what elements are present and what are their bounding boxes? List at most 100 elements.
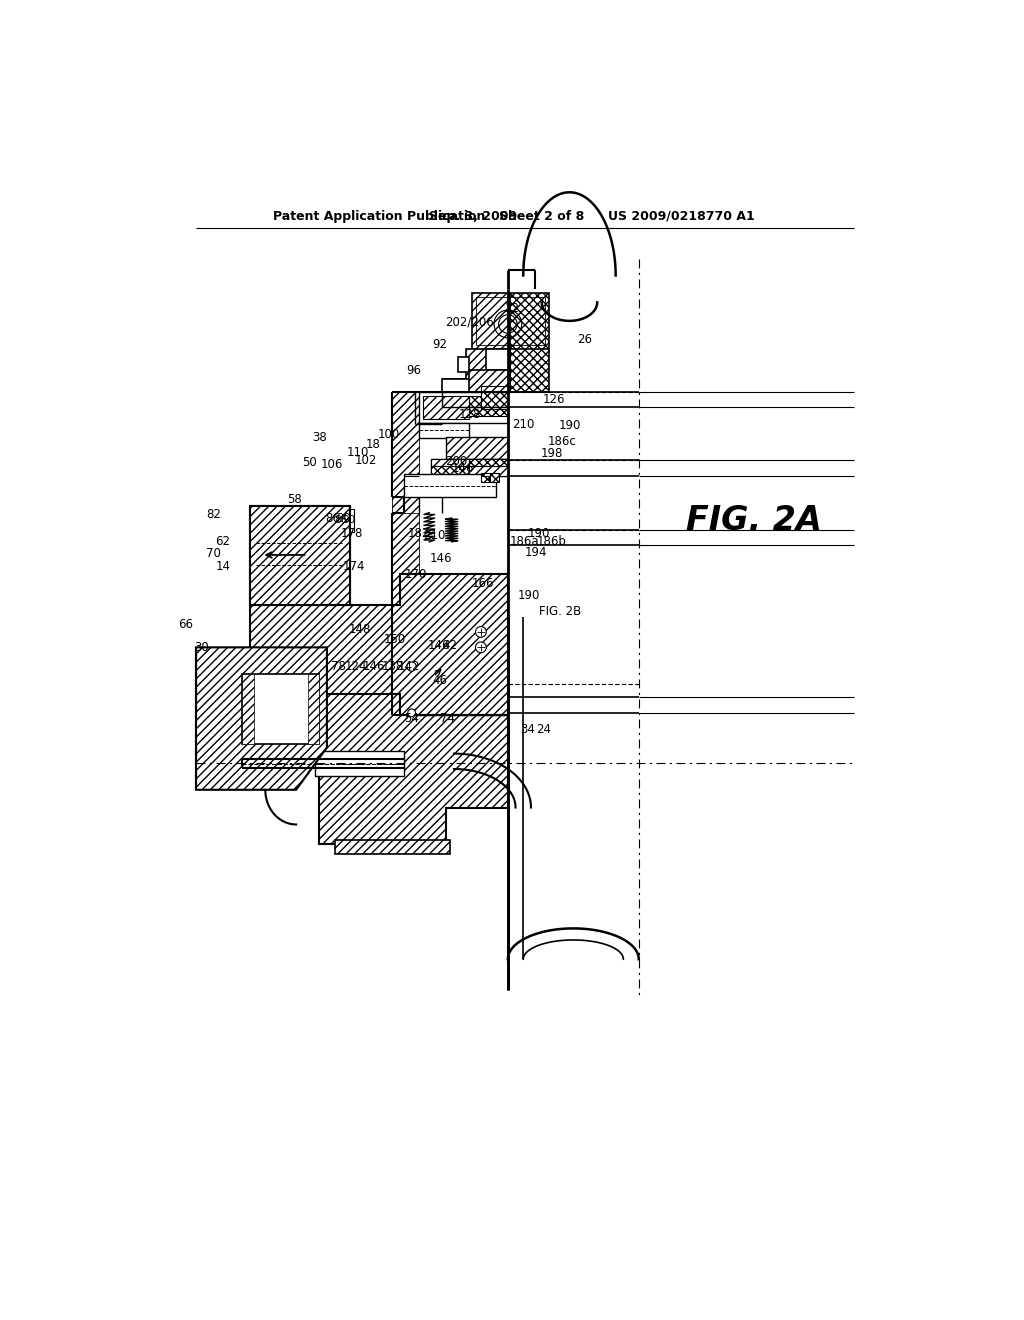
Polygon shape [250, 507, 350, 605]
Bar [431, 459, 508, 475]
Bar [481, 392, 508, 409]
Text: 86: 86 [326, 512, 341, 525]
Circle shape [408, 709, 416, 717]
Text: 210: 210 [512, 417, 535, 430]
Text: 124: 124 [345, 660, 368, 673]
Text: 174: 174 [343, 560, 366, 573]
Text: 126: 126 [543, 393, 565, 407]
Bar [475, 297, 545, 345]
Bar [431, 459, 469, 466]
Text: 146: 146 [362, 660, 385, 673]
Polygon shape [442, 350, 510, 392]
Text: 142: 142 [398, 660, 421, 673]
Text: 146: 146 [452, 462, 474, 475]
Bar [307, 675, 319, 743]
Text: 74: 74 [440, 713, 456, 726]
Bar [431, 640, 508, 656]
Bar [442, 379, 510, 392]
Text: Sheet 2 of 8: Sheet 2 of 8 [499, 210, 584, 223]
Polygon shape [319, 616, 508, 843]
Text: 30: 30 [194, 640, 209, 653]
Text: 46: 46 [432, 675, 447, 686]
Text: 78: 78 [331, 660, 346, 673]
Polygon shape [392, 512, 419, 715]
Bar [335, 840, 451, 854]
Text: 138: 138 [381, 660, 403, 673]
Text: Patent Application Publication: Patent Application Publication [273, 210, 485, 223]
Circle shape [407, 663, 416, 672]
Text: 82: 82 [206, 508, 221, 520]
Text: 190: 190 [558, 418, 581, 432]
Text: 128: 128 [458, 408, 480, 421]
Text: 22: 22 [504, 302, 519, 315]
Text: 34: 34 [519, 723, 535, 737]
Text: 26: 26 [578, 333, 592, 346]
Text: 186b: 186b [537, 536, 566, 548]
Bar [510, 293, 549, 351]
Bar [315, 751, 403, 776]
Text: 110: 110 [346, 446, 369, 459]
Text: 90: 90 [342, 515, 355, 525]
Text: 170: 170 [404, 568, 427, 581]
Text: 182: 182 [409, 527, 430, 540]
Text: 100: 100 [378, 428, 399, 441]
Polygon shape [250, 574, 508, 743]
Polygon shape [392, 392, 419, 512]
Circle shape [475, 642, 486, 653]
Text: 166: 166 [472, 577, 495, 590]
Text: 202/206: 202/206 [445, 315, 494, 329]
Text: 62: 62 [215, 536, 230, 548]
Bar [490, 473, 500, 482]
Text: 210: 210 [423, 529, 445, 543]
Bar [481, 473, 490, 482]
Bar [469, 370, 510, 392]
Bar [243, 675, 254, 743]
Bar [481, 684, 508, 701]
Bar [472, 293, 510, 351]
Text: 150: 150 [384, 634, 406, 647]
Text: 200: 200 [445, 454, 467, 467]
Text: 146: 146 [430, 552, 453, 565]
Text: 42: 42 [442, 639, 458, 652]
Text: 86: 86 [335, 515, 348, 525]
Bar [481, 678, 508, 686]
Bar [256, 515, 342, 598]
Text: 92: 92 [432, 338, 447, 351]
Bar [419, 684, 508, 715]
Bar [403, 474, 497, 498]
Text: 50: 50 [302, 455, 316, 469]
Bar [469, 640, 508, 647]
Bar [469, 396, 508, 407]
Bar [469, 686, 508, 697]
Bar [469, 466, 508, 475]
Text: 190: 190 [517, 589, 540, 602]
Bar [469, 697, 508, 706]
Text: 148: 148 [349, 623, 372, 636]
Circle shape [475, 627, 486, 638]
Text: 24: 24 [537, 723, 552, 737]
Bar [446, 437, 508, 459]
Text: 54: 54 [404, 713, 419, 726]
Bar [392, 392, 419, 715]
Polygon shape [196, 647, 327, 789]
Text: 70: 70 [206, 546, 220, 560]
Bar [481, 385, 508, 393]
Bar [250, 507, 350, 605]
Text: 106: 106 [321, 458, 343, 471]
Bar [419, 422, 469, 438]
Text: Sep. 3, 2009: Sep. 3, 2009 [429, 210, 517, 223]
Bar [431, 466, 469, 475]
Text: 96: 96 [407, 363, 422, 376]
Bar [466, 350, 512, 380]
Bar [469, 407, 508, 416]
Text: 58: 58 [287, 492, 302, 506]
Text: 14: 14 [215, 560, 230, 573]
Bar [423, 396, 469, 418]
Text: 38: 38 [312, 432, 327, 445]
Text: 186c: 186c [548, 436, 577, 449]
Bar [446, 663, 508, 684]
Text: US 2009/0218770 A1: US 2009/0218770 A1 [608, 210, 755, 223]
Bar [469, 459, 508, 466]
Text: 102: 102 [354, 454, 377, 467]
Bar [458, 358, 469, 372]
